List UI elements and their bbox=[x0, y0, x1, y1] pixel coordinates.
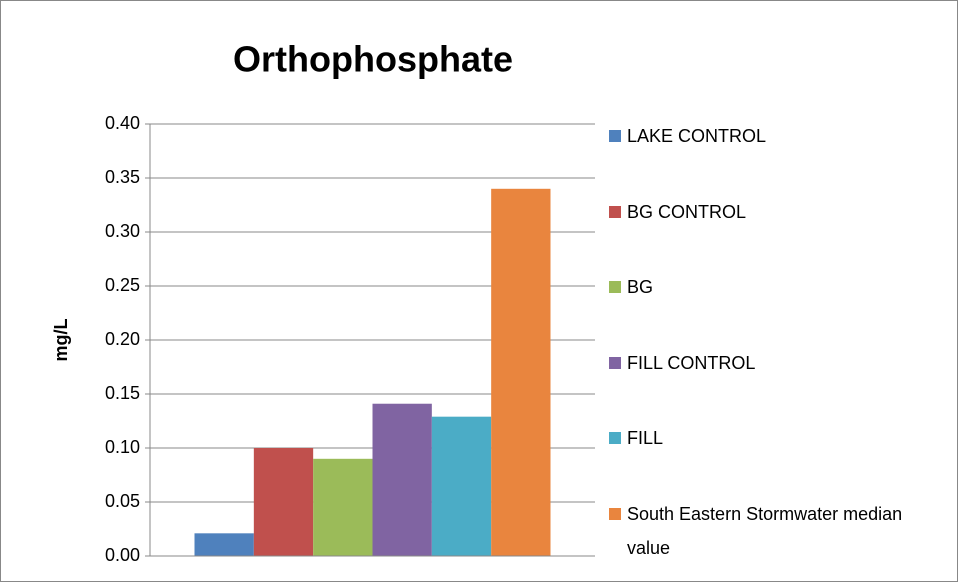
bar bbox=[253, 448, 314, 556]
legend-swatch bbox=[609, 130, 621, 142]
y-tick-label: 0.10 bbox=[105, 437, 140, 457]
legend-label: LAKE CONTROL bbox=[627, 126, 767, 146]
legend-entry: BG CONTROL bbox=[609, 195, 929, 229]
bar bbox=[491, 188, 551, 557]
legend-label: FILL CONTROL bbox=[627, 352, 756, 373]
y-tick-label: 0.35 bbox=[105, 167, 140, 187]
legend-entry: LAKE CONTROL bbox=[609, 119, 929, 153]
bar bbox=[194, 533, 254, 556]
legend-swatch bbox=[609, 432, 621, 445]
y-tick-label: 0.25 bbox=[105, 275, 140, 295]
bar bbox=[431, 416, 492, 556]
y-tick-label: 0.15 bbox=[105, 383, 140, 403]
bar bbox=[313, 458, 373, 556]
y-tick-label: 0.00 bbox=[105, 545, 140, 565]
legend-swatch bbox=[609, 205, 621, 218]
legend-swatch bbox=[609, 281, 621, 294]
y-tick-label: 0.30 bbox=[105, 221, 140, 241]
legend-label: South Eastern Stormwater median value bbox=[627, 504, 903, 558]
legend-label: FILL bbox=[627, 428, 664, 449]
y-tick-label: 0.40 bbox=[105, 113, 140, 133]
legend-entry: BG bbox=[609, 270, 929, 304]
legend-entry: South Eastern Stormwater median value bbox=[609, 497, 929, 565]
y-tick-label: 0.20 bbox=[105, 329, 140, 349]
chart-title: Orthophosphate bbox=[233, 39, 513, 80]
legend-entry: FILL bbox=[609, 421, 929, 455]
legend-entry: FILL CONTROL bbox=[609, 346, 929, 380]
legend-swatch bbox=[609, 356, 621, 369]
y-axis-label: mg/L bbox=[51, 318, 71, 361]
y-tick-label: 0.05 bbox=[105, 491, 140, 511]
bar bbox=[372, 403, 432, 556]
legend-swatch bbox=[609, 508, 621, 520]
legend-label: BG CONTROL bbox=[627, 201, 747, 222]
legend-label: BG bbox=[627, 277, 654, 298]
